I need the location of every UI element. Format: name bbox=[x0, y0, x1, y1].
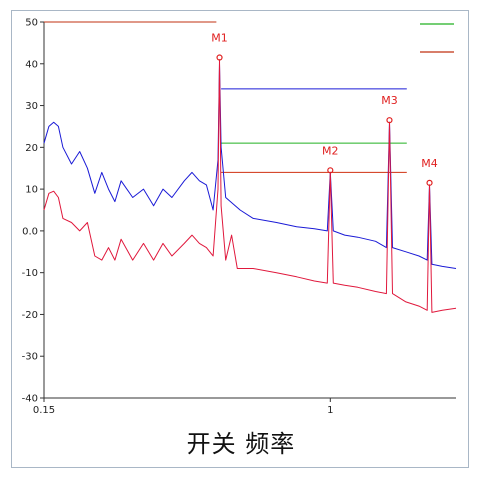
marker-label: M1 bbox=[211, 32, 228, 45]
x-tick-label: 0.15 bbox=[33, 405, 55, 416]
marker-point bbox=[386, 117, 393, 124]
x-tick-label: 1 bbox=[327, 405, 333, 416]
y-tick-label: -10 bbox=[22, 268, 38, 279]
y-tick-label: -40 bbox=[22, 394, 38, 405]
y-tick-label: 50 bbox=[25, 18, 38, 29]
y-tick-label: 20 bbox=[25, 143, 38, 154]
y-tick-label: 30 bbox=[25, 101, 38, 112]
marker-label: M4 bbox=[421, 157, 438, 170]
y-tick-label: 0.0 bbox=[22, 226, 38, 237]
y-tick-label: 40 bbox=[25, 59, 38, 70]
chart-caption: 开关 频率 bbox=[186, 430, 296, 458]
y-tick-label: 10 bbox=[25, 185, 38, 196]
marker-point bbox=[216, 54, 223, 61]
y-tick-label: -30 bbox=[22, 352, 38, 363]
marker-label: M2 bbox=[322, 144, 339, 157]
marker-point bbox=[426, 179, 433, 186]
y-tick-label: -20 bbox=[22, 310, 38, 321]
marker-label: M3 bbox=[381, 94, 398, 107]
marker-point bbox=[327, 167, 334, 174]
